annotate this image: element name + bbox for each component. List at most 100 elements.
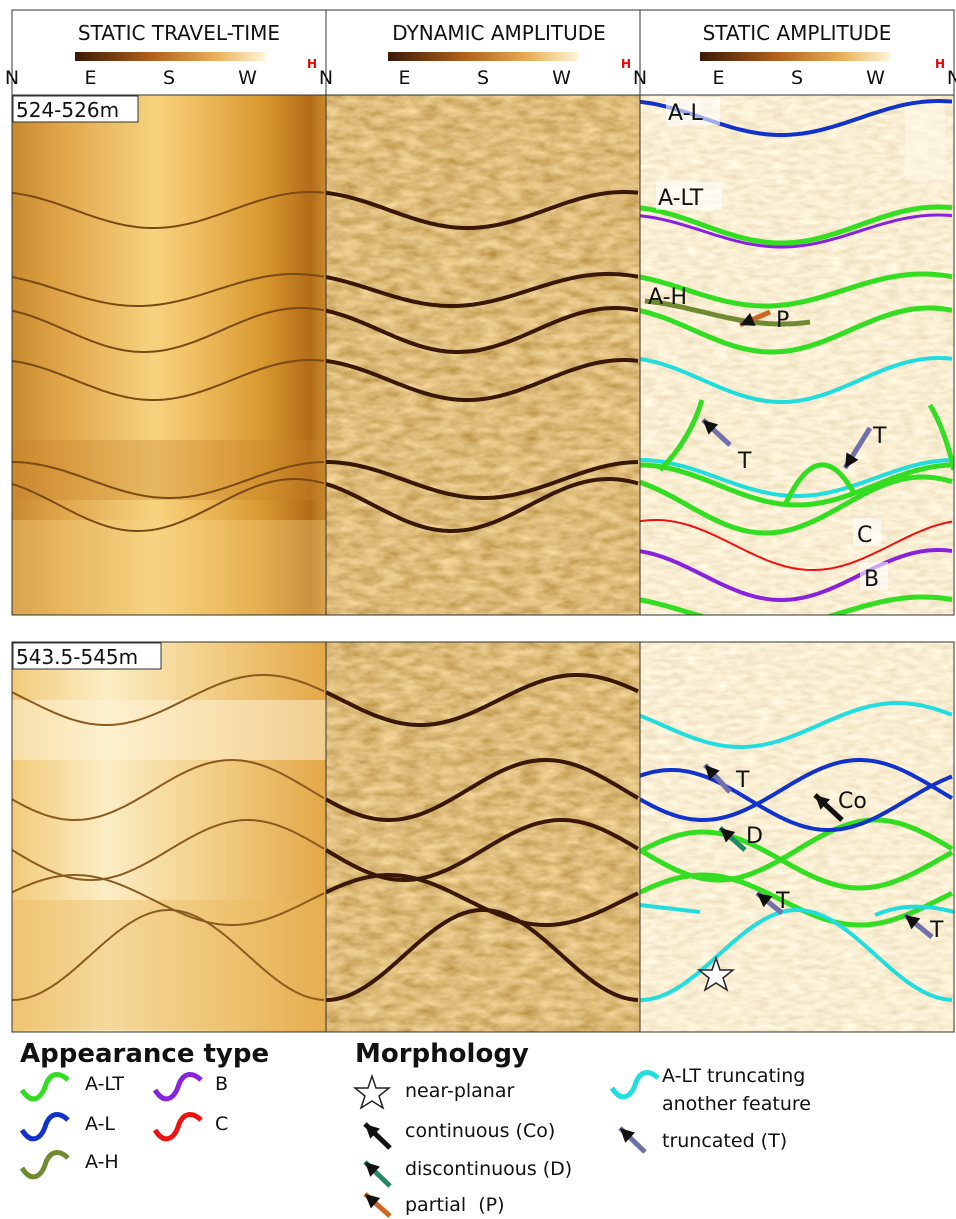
arrow-head xyxy=(705,765,720,781)
compass-label: N xyxy=(633,67,647,89)
legend-item: truncated (T) xyxy=(662,1130,787,1152)
arrow-head xyxy=(720,828,736,843)
sinusoid xyxy=(639,213,953,249)
arrow-head xyxy=(740,313,756,326)
compass-label: S xyxy=(791,67,803,89)
legend-item: C xyxy=(215,1113,228,1135)
sinusoid xyxy=(658,399,705,472)
compass-label: N xyxy=(947,67,956,89)
annotation: Co xyxy=(838,789,867,814)
panel-title: STATIC AMPLITUDE xyxy=(703,21,892,45)
legend-item: A-LT truncating xyxy=(662,1065,805,1087)
sinusoid xyxy=(12,674,325,726)
legend-item: A-LT xyxy=(85,1073,124,1095)
sinusoid xyxy=(639,305,953,355)
sinusoid xyxy=(639,758,953,822)
sinusoid xyxy=(326,460,639,500)
annotation: T xyxy=(775,889,790,914)
star xyxy=(696,955,736,992)
compass-label: E xyxy=(712,67,724,89)
depth-label: 524-526m xyxy=(16,98,119,122)
sinusoid xyxy=(782,462,858,507)
sinusoid xyxy=(325,358,639,402)
image-upper xyxy=(12,95,954,615)
annotation: T xyxy=(872,424,887,449)
arrow-head xyxy=(620,1128,635,1143)
sinusoid xyxy=(639,519,953,571)
arrow-head xyxy=(365,1124,380,1139)
legend-title: Appearance type xyxy=(20,1039,269,1069)
legend-title: Morphology xyxy=(355,1039,529,1069)
sinusoid xyxy=(639,271,953,309)
sinusoid xyxy=(640,458,953,498)
marker: H xyxy=(935,57,945,71)
annotation: T xyxy=(737,449,752,474)
sinusoid xyxy=(874,904,954,917)
annotation: T xyxy=(929,918,944,943)
annotation: A-H xyxy=(648,285,687,310)
arrow-head xyxy=(703,420,719,435)
annotation: D xyxy=(746,824,763,849)
compass-label: N xyxy=(5,67,19,89)
marker: H xyxy=(621,57,631,71)
legend-item: discontinuous (D) xyxy=(405,1158,572,1180)
annotation: A-L xyxy=(668,101,704,126)
legend-item: B xyxy=(215,1073,228,1095)
sinusoid xyxy=(325,758,639,822)
annotation: C xyxy=(857,523,872,548)
sinusoid xyxy=(639,474,953,536)
compass-label: E xyxy=(398,67,410,89)
compass-label: W xyxy=(238,67,257,89)
legend: Appearance type A-LT A-L A-H B C Morphol… xyxy=(19,1039,811,1218)
marker: H xyxy=(307,57,317,71)
legend-icon xyxy=(19,1112,70,1142)
compass-label: E xyxy=(84,67,96,89)
annotation: A-LT xyxy=(658,186,704,211)
image-lower xyxy=(12,642,954,1032)
sinusoid xyxy=(638,829,954,891)
annotations: A-L A-LT A-H P T T C B T Co D T T xyxy=(648,97,944,992)
arrow-head xyxy=(845,452,859,468)
sinusoid xyxy=(325,477,639,533)
sinusoid xyxy=(325,673,639,727)
legend-icon xyxy=(19,1072,70,1102)
legend-item: another feature xyxy=(662,1093,811,1115)
sinusoid xyxy=(12,909,325,1001)
compass-label: S xyxy=(477,67,489,89)
legend-icon xyxy=(19,1150,70,1180)
legend-item: A-H xyxy=(85,1151,119,1173)
sinusoid xyxy=(12,191,325,229)
colorbar xyxy=(388,52,578,61)
arrow-head xyxy=(815,795,831,810)
sinusoid xyxy=(12,759,325,821)
annotation: B xyxy=(864,567,879,592)
compass-label: N xyxy=(319,67,333,89)
legend-item: partial (P) xyxy=(405,1194,505,1216)
sinusoid xyxy=(325,272,639,308)
sinusoid xyxy=(639,356,953,404)
sinusoid xyxy=(12,874,325,926)
sinusoid xyxy=(325,873,639,927)
sinusoid xyxy=(639,548,953,602)
compass-label: S xyxy=(163,67,175,89)
sinusoid xyxy=(325,908,639,1002)
arrow-head xyxy=(365,1162,380,1177)
legend-icon xyxy=(152,1072,203,1102)
frames xyxy=(11,94,955,1033)
arrow-head xyxy=(905,915,921,930)
sinusoid xyxy=(640,462,953,508)
legend-icon xyxy=(609,1070,660,1100)
annotation: P xyxy=(776,308,789,333)
legend-item: A-L xyxy=(85,1113,115,1135)
arrow-head xyxy=(757,893,773,908)
sinusoid xyxy=(325,306,639,354)
sinusoid xyxy=(644,298,811,327)
colorbar xyxy=(75,52,265,61)
panel-title: DYNAMIC AMPLITUDE xyxy=(392,21,606,45)
sinusoid xyxy=(12,307,325,353)
sinusoid xyxy=(12,478,325,532)
panel-title: STATIC TRAVEL-TIME xyxy=(78,21,280,45)
sinusoid xyxy=(325,190,639,230)
sinusoid xyxy=(639,768,953,832)
